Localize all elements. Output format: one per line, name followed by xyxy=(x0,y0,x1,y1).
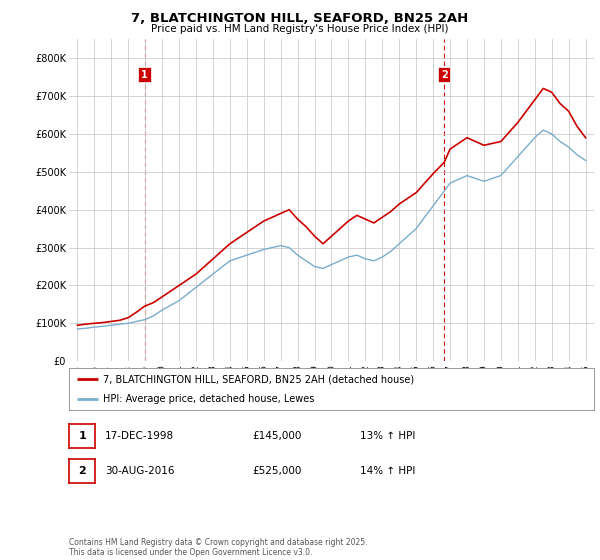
Text: 1: 1 xyxy=(79,431,86,441)
Text: 7, BLATCHINGTON HILL, SEAFORD, BN25 2AH (detached house): 7, BLATCHINGTON HILL, SEAFORD, BN25 2AH … xyxy=(103,374,414,384)
Text: HPI: Average price, detached house, Lewes: HPI: Average price, detached house, Lewe… xyxy=(103,394,314,404)
Text: 1: 1 xyxy=(141,69,148,80)
Text: Contains HM Land Registry data © Crown copyright and database right 2025.
This d: Contains HM Land Registry data © Crown c… xyxy=(69,538,367,557)
Text: 14% ↑ HPI: 14% ↑ HPI xyxy=(360,466,415,476)
Text: £525,000: £525,000 xyxy=(252,466,301,476)
Text: Price paid vs. HM Land Registry's House Price Index (HPI): Price paid vs. HM Land Registry's House … xyxy=(151,24,449,34)
Text: 17-DEC-1998: 17-DEC-1998 xyxy=(105,431,174,441)
Text: 2: 2 xyxy=(79,466,86,476)
Text: £145,000: £145,000 xyxy=(252,431,301,441)
Text: 30-AUG-2016: 30-AUG-2016 xyxy=(105,466,175,476)
Text: 2: 2 xyxy=(441,69,448,80)
Text: 13% ↑ HPI: 13% ↑ HPI xyxy=(360,431,415,441)
Text: 7, BLATCHINGTON HILL, SEAFORD, BN25 2AH: 7, BLATCHINGTON HILL, SEAFORD, BN25 2AH xyxy=(131,12,469,25)
